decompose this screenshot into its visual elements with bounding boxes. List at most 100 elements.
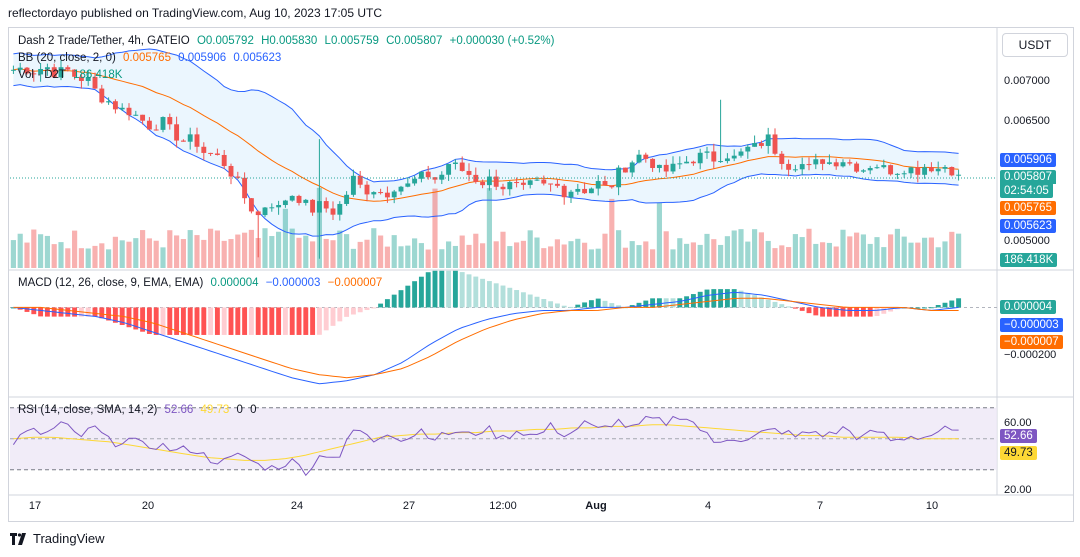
candle-body xyxy=(412,178,418,184)
volume-bar xyxy=(446,241,452,268)
volume-bar xyxy=(140,230,146,268)
vol-title[interactable]: Vol · D2T xyxy=(18,69,66,81)
volume-bar xyxy=(534,237,540,268)
bb-title[interactable]: BB (20, close, 2, 0) xyxy=(18,52,116,64)
macd-histogram-bar xyxy=(874,307,880,317)
candle-body xyxy=(344,194,350,204)
volume-bar xyxy=(738,229,744,268)
macd-histogram-bar xyxy=(561,305,567,308)
volume-bar xyxy=(867,243,873,268)
macd-histogram-bar xyxy=(194,307,200,335)
bb-basis-line xyxy=(13,68,959,202)
macd-histogram-bar xyxy=(112,307,118,323)
volume-bar xyxy=(656,202,662,268)
candle-body xyxy=(663,164,669,172)
volume-bar xyxy=(371,228,377,268)
macd-histogram-bar xyxy=(799,307,805,311)
candle-body xyxy=(99,88,105,103)
candle-body xyxy=(942,166,948,169)
candle-body xyxy=(711,151,717,162)
macd-histogram-bar xyxy=(514,290,520,308)
macd-histogram-bar xyxy=(942,302,948,308)
time-tick: 24 xyxy=(290,500,304,512)
candle-body xyxy=(643,154,649,159)
volume-bar xyxy=(956,233,962,268)
macd-title[interactable]: MACD (12, 26, close, 9, EMA, EMA) xyxy=(18,277,204,289)
volume-bar xyxy=(677,238,683,268)
volume-bar xyxy=(391,235,397,268)
macd-histogram-bar xyxy=(242,307,248,335)
volume-bar xyxy=(643,241,649,268)
volume-bar xyxy=(364,239,370,268)
volume-bar xyxy=(262,228,268,268)
volume-bar xyxy=(554,239,560,268)
rsi-ma-line xyxy=(13,424,959,461)
macd-legend: MACD (12, 26, close, 9, EMA, EMA) 0.0000… xyxy=(18,277,386,289)
volume-bar xyxy=(765,240,771,268)
time-tick: 20 xyxy=(141,500,155,512)
macd-histogram-bar xyxy=(357,307,363,313)
publisher-line: reflectordayo published on TradingView.c… xyxy=(8,6,383,20)
candle-body xyxy=(418,171,424,179)
macd-histogram-bar xyxy=(568,306,574,308)
bb-legend: BB (20, close, 2, 0) 0.005765 0.005906 0… xyxy=(18,52,285,64)
candle-body xyxy=(745,146,751,152)
macd-histogram-bar xyxy=(745,292,751,308)
volume-bar xyxy=(582,242,588,268)
volume-bar xyxy=(378,235,384,268)
volume-bar xyxy=(221,240,227,268)
macd-histogram-bar xyxy=(534,296,540,308)
volume-bar xyxy=(357,241,363,268)
candle-body xyxy=(364,184,370,195)
volume-bar xyxy=(622,247,628,268)
candle-body xyxy=(65,67,71,70)
macd-histogram-bar xyxy=(935,305,941,308)
macd-histogram-bar xyxy=(180,307,186,335)
volume-bar xyxy=(663,231,669,268)
candle-body xyxy=(697,152,703,164)
rsi-title[interactable]: RSI (14, close, SMA, 14, 2) xyxy=(18,404,158,416)
volume-bar xyxy=(758,232,764,268)
time-tick: 4 xyxy=(704,500,712,512)
rsi-ma-value: 49.73 xyxy=(200,404,230,416)
volume-bar xyxy=(541,248,547,268)
volume-bar xyxy=(949,231,955,268)
macd-histogram-bar xyxy=(840,307,846,317)
macd-histogram-bar xyxy=(31,307,37,315)
volume-bar xyxy=(31,229,37,268)
volume-bar xyxy=(10,240,16,268)
macd-histogram-bar xyxy=(248,307,254,335)
macd-histogram-bar xyxy=(378,303,384,308)
candle-body xyxy=(636,154,642,163)
candle-body xyxy=(214,153,220,155)
volume-bar xyxy=(935,247,941,268)
candle-body xyxy=(772,134,778,154)
candle-body xyxy=(582,188,588,194)
candle-body xyxy=(126,107,132,116)
volume-bar xyxy=(922,237,928,268)
candle-body xyxy=(85,76,91,81)
volume-bar xyxy=(112,236,118,268)
volume-bar xyxy=(337,230,343,268)
macd-histogram-bar xyxy=(384,299,390,308)
candle-body xyxy=(303,199,309,203)
currency-button[interactable]: USDT xyxy=(1002,33,1068,57)
macd-histogram-bar xyxy=(704,289,710,308)
macd-histogram-bar xyxy=(548,301,554,308)
tradingview-brand[interactable]: TradingView xyxy=(10,531,105,546)
macd-histogram-bar xyxy=(575,304,581,308)
volume-bar xyxy=(44,235,50,268)
macd-histogram-bar xyxy=(738,290,744,308)
candle-body xyxy=(493,176,499,187)
symbol-title[interactable]: Dash 2 Trade/Tether, 4h, GATEIO xyxy=(18,35,190,47)
rsi-extra-1: 0 xyxy=(236,404,243,416)
volume-bar xyxy=(704,233,710,268)
volume-bar xyxy=(38,234,44,268)
rsi-tick: 60.00 xyxy=(1004,417,1032,429)
candle-body xyxy=(112,101,118,110)
macd-histogram-bar xyxy=(527,294,533,308)
rsi-tag: 52.66 xyxy=(1000,429,1037,443)
volume-bar xyxy=(153,240,159,268)
macd-histogram-bar xyxy=(371,307,377,309)
